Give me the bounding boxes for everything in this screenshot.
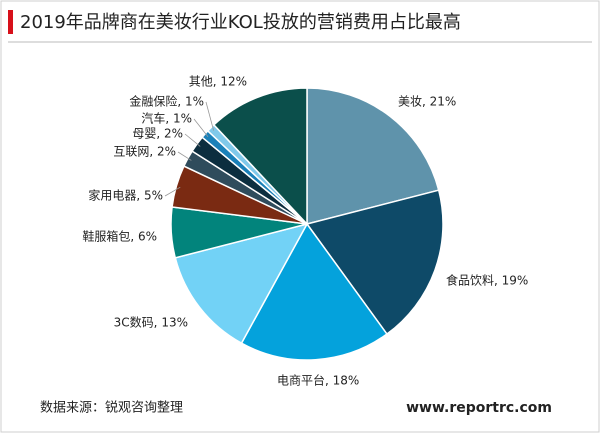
data-label: 食品饮料, 19% <box>446 273 528 288</box>
data-label: 其他, 12% <box>189 75 247 89</box>
data-label: 美妆, 21% <box>398 95 456 109</box>
pie-slice <box>174 222 309 345</box>
leader-line <box>205 101 215 131</box>
leader-line <box>184 133 201 147</box>
data-label: 母婴, 2% <box>132 127 183 141</box>
website: www.reportrc.com <box>406 400 552 416</box>
leader-line <box>193 118 209 137</box>
pie-slice <box>306 87 440 225</box>
chart-title: 2019年品牌商在美妆行业KOL投放的营销费用占比最高 <box>20 12 461 33</box>
data-label: 汽车, 1% <box>141 111 192 126</box>
title-bar <box>8 10 13 34</box>
data-label: 互联网, 2% <box>113 145 176 159</box>
source: 数据来源：锐观咨询整理 <box>40 401 183 416</box>
data-label: 金融保险, 1% <box>129 94 204 109</box>
leader-line <box>164 186 181 197</box>
data-label: 3C数码, 13% <box>114 315 188 330</box>
data-label: 家用电器, 5% <box>88 188 163 203</box>
pie-slice <box>240 222 388 361</box>
leader-line <box>177 151 192 161</box>
pie-slice <box>212 87 308 226</box>
pie-slice <box>305 189 444 336</box>
data-label: 鞋服箱包, 6% <box>82 229 157 244</box>
data-label: 电商平台, 18% <box>277 373 359 388</box>
